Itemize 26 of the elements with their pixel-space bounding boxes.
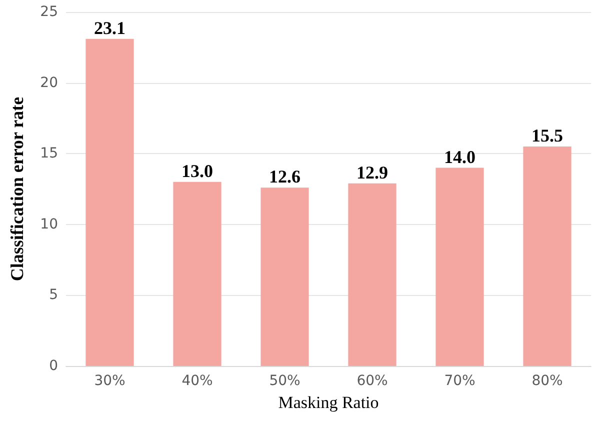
- data-label: 23.1: [94, 18, 126, 38]
- x-tick-label: 80%: [532, 373, 563, 389]
- y-tick-label: 10: [40, 216, 58, 232]
- y-tick-label: 0: [49, 358, 58, 374]
- y-tick-label: 5: [49, 287, 58, 304]
- data-label: 13.0: [182, 160, 213, 181]
- bar: [348, 183, 396, 366]
- x-tick-label: 60%: [356, 373, 388, 389]
- y-tick-label: 25: [40, 4, 58, 20]
- x-tick-label: 40%: [182, 373, 213, 389]
- x-tick-label: 50%: [269, 373, 300, 389]
- x-tick-label: 70%: [444, 373, 476, 389]
- bar: [86, 38, 134, 366]
- x-tick-label: 30%: [94, 373, 126, 389]
- data-label: 12.6: [269, 166, 300, 187]
- data-label: 14.0: [444, 146, 476, 167]
- bar: [260, 188, 309, 366]
- data-label: 15.5: [532, 126, 563, 146]
- bar: [523, 146, 572, 366]
- y-axis-title: Classification error rate: [7, 96, 27, 282]
- bar: [173, 182, 222, 366]
- data-label: 12.9: [356, 162, 388, 182]
- y-tick-label: 20: [40, 74, 58, 91]
- bar: [436, 168, 484, 366]
- x-axis-title: Masking Ratio: [278, 393, 379, 412]
- y-tick-label: 15: [40, 146, 58, 162]
